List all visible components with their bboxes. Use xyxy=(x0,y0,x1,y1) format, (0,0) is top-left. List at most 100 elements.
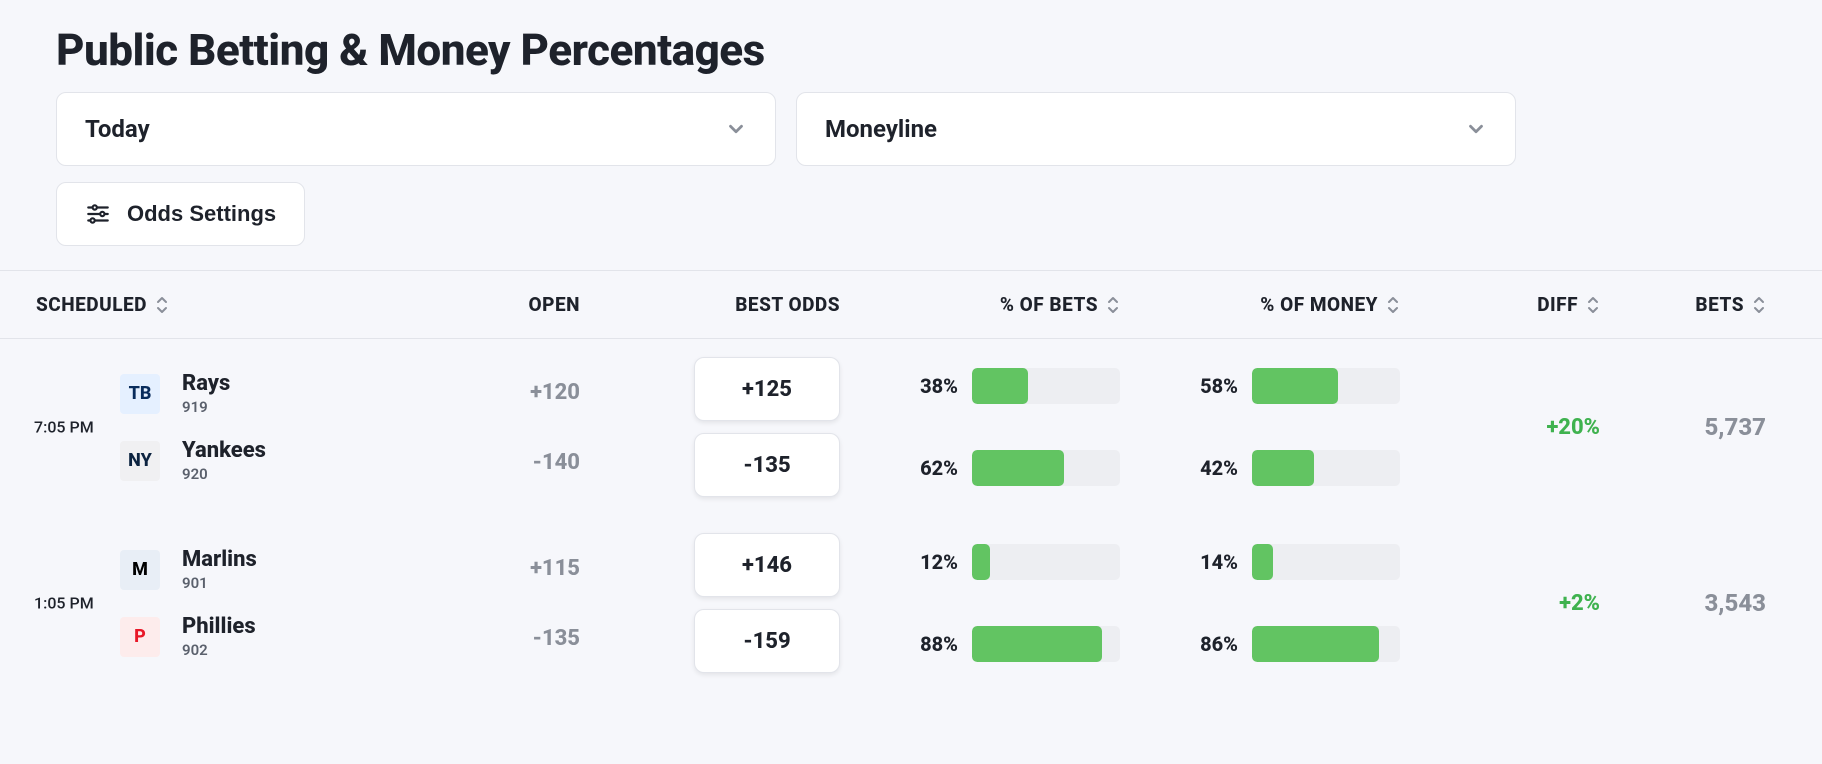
team-logo: P xyxy=(120,617,160,657)
date-select[interactable]: Today xyxy=(56,92,776,166)
pct-bets-value: 62% xyxy=(902,456,958,480)
table-row: 1:05 PM M Marlins 901 P Phillies 902 +115-135 +1… xyxy=(0,515,1822,691)
bar-fill xyxy=(1252,626,1379,662)
bar-track xyxy=(972,544,1120,580)
team-name: Phillies xyxy=(182,614,256,639)
open-cell: +115-135 xyxy=(360,533,620,673)
pct-bets-pair: 62% xyxy=(880,450,1120,486)
pct-bets-cell: 38% 62% xyxy=(880,357,1160,497)
col-pct-bets[interactable]: % OF BETS xyxy=(880,293,1160,316)
best-odds-cell: +125 -135 xyxy=(620,357,880,497)
team-logo: NY xyxy=(120,441,160,481)
rotation-number: 902 xyxy=(182,641,256,659)
date-select-label: Today xyxy=(85,115,150,143)
rotation-number: 920 xyxy=(182,465,266,483)
team-meta: Marlins 901 xyxy=(182,547,257,592)
pct-money-cell: 58% 42% xyxy=(1160,357,1440,497)
col-pct-money-label: % OF MONEY xyxy=(1260,293,1378,316)
team-line[interactable]: TB Rays 919 xyxy=(120,371,360,416)
page-title: Public Betting & Money Percentages xyxy=(0,0,1822,92)
col-scheduled[interactable]: SCHEDULED xyxy=(0,293,360,316)
betting-table: SCHEDULED OPEN BEST ODDS % OF BETS % OF … xyxy=(0,270,1822,691)
team-logo: M xyxy=(120,550,160,590)
bar-track xyxy=(972,626,1120,662)
rotation-number: 901 xyxy=(182,574,257,592)
diff-cell: +2% xyxy=(1440,533,1640,673)
diff-cell: +20% xyxy=(1440,357,1640,497)
pct-bets-value: 88% xyxy=(902,632,958,656)
bar-fill xyxy=(1252,368,1338,404)
open-odds: -140 xyxy=(533,450,580,475)
col-diff[interactable]: DIFF xyxy=(1440,293,1640,316)
pct-money-pair: 42% xyxy=(1160,450,1400,486)
sliders-icon xyxy=(85,201,111,227)
total-bets-cell: 3,543 xyxy=(1640,533,1822,673)
table-header-row: SCHEDULED OPEN BEST ODDS % OF BETS % OF … xyxy=(0,270,1822,339)
best-odds-button[interactable]: -159 xyxy=(694,609,840,673)
col-open-label: OPEN xyxy=(529,293,580,316)
bar-fill xyxy=(972,450,1064,486)
chevron-down-icon xyxy=(725,118,747,140)
sort-icon xyxy=(155,296,169,314)
filters-row: Today Moneyline xyxy=(0,92,1822,182)
market-select[interactable]: Moneyline xyxy=(796,92,1516,166)
game-time: 1:05 PM xyxy=(34,594,94,613)
col-scheduled-label: SCHEDULED xyxy=(36,293,147,316)
pct-money-pair: 86% xyxy=(1160,626,1400,662)
pct-bets-pair: 12% xyxy=(880,544,1120,580)
team-line[interactable]: P Phillies 902 xyxy=(120,614,360,659)
sort-icon xyxy=(1386,296,1400,314)
team-line[interactable]: M Marlins 901 xyxy=(120,547,360,592)
pct-money-value: 86% xyxy=(1182,632,1238,656)
chevron-down-icon xyxy=(1465,118,1487,140)
bar-fill xyxy=(1252,544,1273,580)
sort-icon xyxy=(1106,296,1120,314)
team-name: Rays xyxy=(182,371,230,396)
col-best-odds: BEST ODDS xyxy=(620,293,880,316)
team-name: Yankees xyxy=(182,438,266,463)
pct-bets-pair: 38% xyxy=(880,368,1120,404)
pct-bets-pair: 88% xyxy=(880,626,1120,662)
col-open: OPEN xyxy=(360,293,620,316)
pct-money-value: 42% xyxy=(1182,456,1238,480)
sort-icon xyxy=(1752,296,1766,314)
market-select-label: Moneyline xyxy=(825,115,937,143)
pct-money-pair: 58% xyxy=(1160,368,1400,404)
best-odds-button[interactable]: -135 xyxy=(694,433,840,497)
best-odds-button[interactable]: +125 xyxy=(694,357,840,421)
sort-icon xyxy=(1586,296,1600,314)
open-cell: +120 -140 xyxy=(360,357,620,497)
scheduled-cell: 1:05 PM M Marlins 901 P Phillies 902 xyxy=(0,533,360,673)
game-time: 7:05 PM xyxy=(34,418,94,437)
col-bets-label: BETS xyxy=(1695,293,1744,316)
pct-money-pair: 14% xyxy=(1160,544,1400,580)
team-logo: TB xyxy=(120,374,160,414)
pct-money-value: 14% xyxy=(1182,550,1238,574)
col-pct-bets-label: % OF BETS xyxy=(1000,293,1098,316)
diff-value: +20% xyxy=(1546,415,1600,440)
team-meta: Rays 919 xyxy=(182,371,230,416)
team-line[interactable]: NY Yankees 920 xyxy=(120,438,360,483)
odds-settings-button[interactable]: Odds Settings xyxy=(56,182,305,246)
bar-track xyxy=(972,368,1120,404)
bar-track xyxy=(1252,626,1400,662)
open-odds: +120 xyxy=(530,380,580,405)
bar-fill xyxy=(1252,450,1314,486)
bar-fill xyxy=(972,368,1028,404)
total-bets-cell: 5,737 xyxy=(1640,357,1822,497)
bar-track xyxy=(972,450,1120,486)
rotation-number: 919 xyxy=(182,398,230,416)
diff-value: +2% xyxy=(1559,591,1600,616)
team-meta: Phillies 902 xyxy=(182,614,256,659)
col-pct-money[interactable]: % OF MONEY xyxy=(1160,293,1440,316)
bar-track xyxy=(1252,450,1400,486)
best-odds-button[interactable]: +146 xyxy=(694,533,840,597)
pct-money-value: 58% xyxy=(1182,374,1238,398)
col-diff-label: DIFF xyxy=(1537,293,1578,316)
pct-bets-cell: 12% 88% xyxy=(880,533,1160,673)
col-bets[interactable]: BETS xyxy=(1640,293,1822,316)
odds-settings-label: Odds Settings xyxy=(127,201,276,227)
team-name: Marlins xyxy=(182,547,257,572)
bar-fill xyxy=(972,626,1102,662)
bar-fill xyxy=(972,544,990,580)
